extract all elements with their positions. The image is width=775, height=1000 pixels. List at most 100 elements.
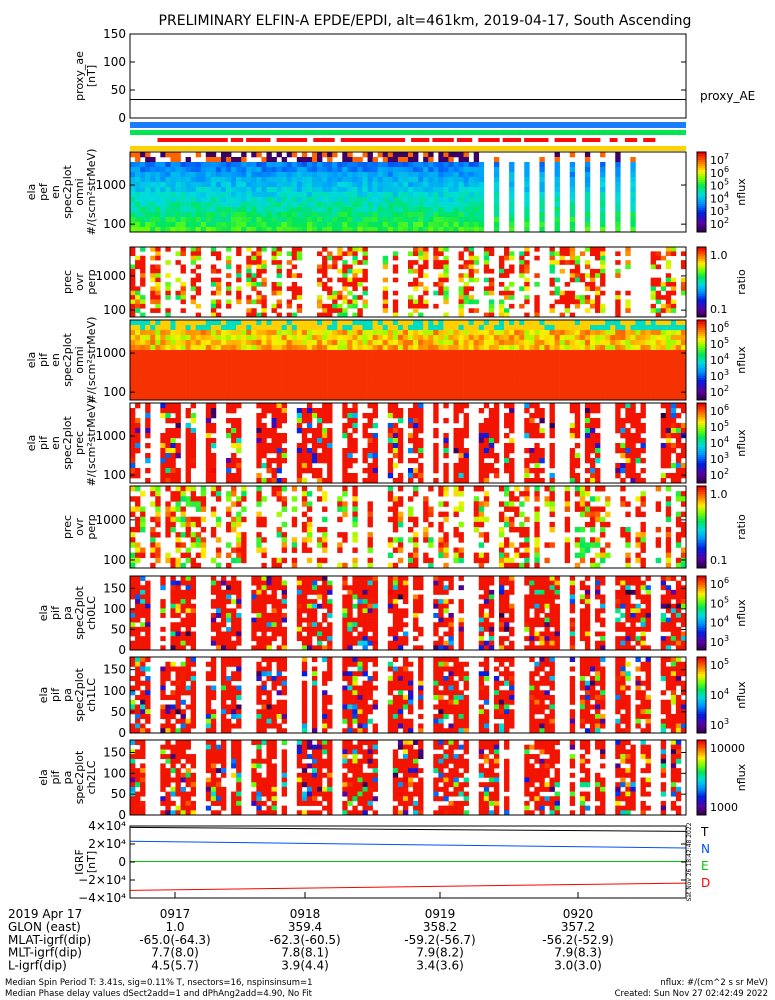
- heatmap-cell: [635, 473, 641, 479]
- y-axis-label: omni: [73, 346, 86, 373]
- heatmap-cell: [524, 365, 530, 371]
- heatmap-cell: [408, 385, 414, 391]
- heatmap-cell: [276, 212, 282, 218]
- heatmap-cell: [342, 207, 348, 213]
- heatmap-cell: [574, 325, 581, 331]
- heatmap-cell: [559, 370, 565, 376]
- heatmap-cell: [145, 428, 151, 434]
- heatmap-cell: [140, 152, 146, 158]
- heatmap-cell: [286, 162, 293, 168]
- heatmap-cell: [296, 345, 303, 351]
- heatmap-cell: [402, 172, 409, 178]
- heatmap-cell: [342, 458, 348, 464]
- heatmap-cell: [367, 350, 373, 356]
- heatmap-cell: [397, 418, 404, 424]
- heatmap-cell: [256, 360, 262, 366]
- heatmap-cell: [579, 375, 586, 381]
- heatmap-cell: [509, 290, 515, 296]
- heatmap-cell: [322, 286, 328, 292]
- heatmap-cell: [317, 428, 323, 434]
- heatmap-cell: [539, 413, 545, 419]
- heatmap-cell: [448, 167, 454, 173]
- heatmap-cell: [387, 375, 394, 381]
- heatmap-cell: [514, 320, 520, 326]
- heatmap-cell: [377, 172, 384, 178]
- heatmap-cell: [372, 330, 378, 336]
- heatmap-cell: [488, 385, 495, 391]
- heatmap-cell: [231, 473, 237, 479]
- heatmap-cell: [569, 299, 576, 305]
- colorbar-swatch: [697, 384, 706, 387]
- heatmap-cell: [473, 202, 480, 208]
- heatmap-cell: [195, 222, 202, 228]
- heatmap-cell: [286, 222, 293, 228]
- heatmap-cell: [231, 172, 237, 178]
- heatmap-cell: [615, 152, 621, 158]
- heatmap-cell: [226, 177, 232, 183]
- heatmap-cell: [135, 192, 141, 198]
- heatmap-cell: [236, 360, 242, 366]
- heatmap-cell: [271, 308, 277, 313]
- heatmap-cell: [175, 557, 181, 564]
- heatmap-cell: [145, 385, 151, 391]
- heatmap-cell: [498, 340, 505, 346]
- heatmap-cell: [498, 395, 505, 401]
- heatmap-cell: [210, 177, 217, 183]
- heatmap-cell: [519, 255, 525, 261]
- heatmap-cell: [155, 557, 161, 564]
- heatmap-cell: [584, 264, 591, 270]
- heatmap-cell: [524, 192, 530, 198]
- heatmap-cell: [165, 197, 171, 203]
- heatmap-cell: [413, 325, 419, 331]
- heatmap-cell: [185, 390, 191, 396]
- heatmap-cell: [210, 217, 217, 223]
- heatmap-cell: [342, 152, 348, 158]
- colorbar-swatch: [697, 481, 706, 484]
- heatmap-cell: [145, 375, 151, 381]
- heatmap-cell: [347, 167, 353, 173]
- heatmap-cell: [392, 478, 399, 484]
- heatmap-cell: [554, 365, 560, 371]
- colorbar-swatch: [697, 449, 706, 452]
- heatmap-cell: [443, 418, 449, 424]
- heatmap-cell: [372, 478, 378, 484]
- heatmap-cell: [655, 380, 662, 386]
- heatmap-cell: [347, 423, 353, 429]
- heatmap-cell: [347, 320, 353, 326]
- heatmap-cell: [337, 217, 343, 223]
- heatmap-cell: [241, 350, 247, 356]
- heatmap-cell: [413, 418, 419, 424]
- heatmap-cell: [251, 385, 257, 391]
- heatmap-cell: [574, 255, 581, 261]
- heatmap-cell: [650, 335, 656, 341]
- heatmap-cell: [408, 458, 414, 464]
- heatmap-cell: [205, 365, 212, 371]
- heatmap-cell: [286, 167, 293, 173]
- heatmap-cell: [605, 390, 611, 396]
- heatmap-cell: [135, 355, 141, 361]
- heatmap-cell: [418, 403, 424, 409]
- heatmap-cell: [220, 227, 227, 233]
- heatmap-cell: [670, 286, 677, 292]
- heatmap-cell: [281, 187, 287, 193]
- heatmap-cell: [322, 222, 328, 228]
- heatmap-cell: [276, 443, 282, 449]
- heatmap-cell: [635, 418, 641, 424]
- heatmap-cell: [625, 403, 631, 409]
- heatmap-cell: [473, 227, 480, 233]
- heatmap-cell: [615, 340, 621, 346]
- heatmap-cell: [498, 350, 505, 356]
- heatmap-cell: [670, 408, 677, 414]
- heatmap-cell: [165, 308, 171, 313]
- heatmap-cell: [210, 227, 217, 233]
- heatmap-cell: [145, 403, 151, 409]
- colorbar-swatch: [697, 350, 706, 353]
- heatmap-cell: [620, 390, 626, 396]
- heatmap-cell: [423, 260, 429, 265]
- heatmap-cell: [200, 202, 207, 208]
- heatmap-cell: [392, 395, 399, 401]
- heatmap-cell: [630, 385, 636, 391]
- heatmap-cell: [135, 212, 141, 218]
- heatmap-cell: [357, 260, 363, 265]
- heatmap-cell: [630, 222, 636, 228]
